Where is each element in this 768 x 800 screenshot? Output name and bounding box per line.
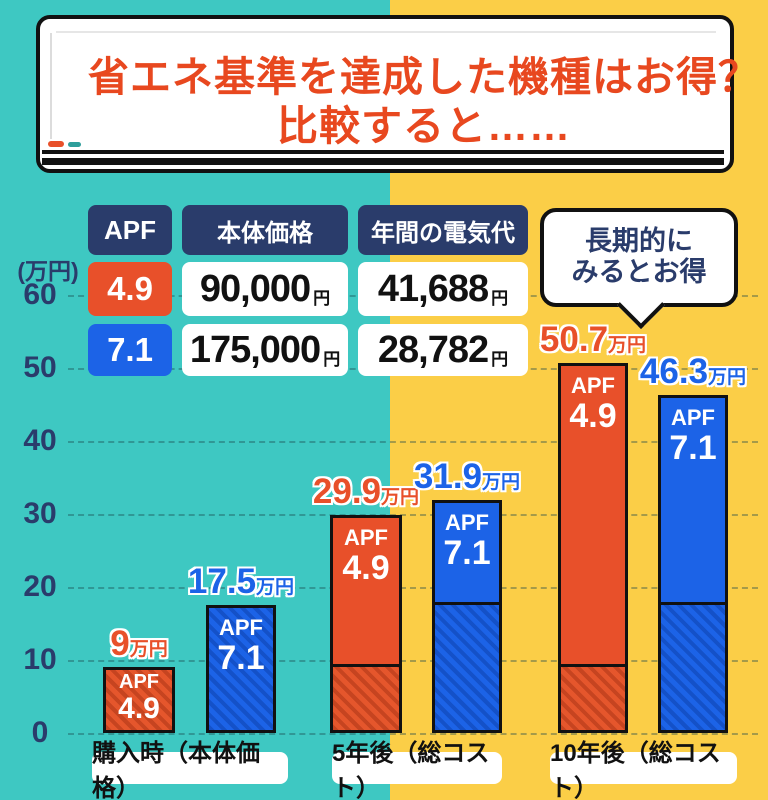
bar-apf-tag: APF 4.9 xyxy=(569,373,617,435)
electricity-unit-apf71: 円 xyxy=(491,349,509,369)
y-axis-tick-20: 20 xyxy=(23,570,57,603)
gridline-30 xyxy=(68,514,758,516)
bar-purchase-apf49: APF 4.9 xyxy=(103,667,175,733)
x-axis-label-10yr: 10年後（総コスト） xyxy=(550,740,737,800)
page-title-line2: 比較すると…… xyxy=(277,103,571,149)
price-unit-apf49: 円 xyxy=(313,288,331,308)
gridline-0 xyxy=(68,733,758,735)
bar-base-price-segment xyxy=(661,602,725,730)
electricity-cell-apf49: 41,688 円 xyxy=(358,262,528,316)
bar-10yr-apf49: APF 4.9 xyxy=(558,363,628,733)
bar-value-label-10yr-apf49: 50.7万円 xyxy=(539,320,647,359)
x-axis-label-5yr: 5年後（総コスト） xyxy=(332,740,502,800)
price-value-apf49: 90,000 xyxy=(199,267,311,310)
bar-base-price-segment xyxy=(333,664,399,730)
page-title: 省エネ基準を達成した機種はお得？ 比較すると…… xyxy=(86,53,762,151)
bar-value-label-5yr-apf49: 29.9万円 xyxy=(312,472,420,511)
electricity-value-apf71: 28,782 xyxy=(377,328,489,371)
y-axis-tick-50: 50 xyxy=(23,351,57,384)
bar-apf-tag: APF 7.1 xyxy=(217,615,265,677)
bar-apf-tag: APF 4.9 xyxy=(118,671,160,725)
table-header-apf: APF xyxy=(88,205,172,255)
bar-base-price-segment xyxy=(435,602,499,730)
table-header-price: 本体価格 xyxy=(182,205,348,255)
bar-value-label-5yr-apf71: 31.9万円 xyxy=(413,457,521,496)
electricity-value-apf49: 41,688 xyxy=(377,267,489,310)
gridline-10 xyxy=(68,660,758,662)
price-value-apf71: 175,000 xyxy=(189,328,321,371)
y-axis-tick-10: 10 xyxy=(23,643,57,676)
bar-apf-tag: APF 4.9 xyxy=(342,525,390,587)
banner-rule-thin xyxy=(42,150,724,154)
bar-apf-tag: APF 7.1 xyxy=(669,405,717,467)
y-axis-tick-30: 30 xyxy=(23,497,57,530)
y-axis-unit: (万円) xyxy=(17,258,79,284)
speech-bubble-line1: 長期的に xyxy=(585,226,693,256)
title-banner: 省エネ基準を達成した機種はお得？ 比較すると…… xyxy=(36,15,759,173)
y-axis-tick-60: 60 xyxy=(23,278,57,311)
y-axis-tick-40: 40 xyxy=(23,424,57,457)
gridline-40 xyxy=(68,441,758,443)
decor-dash-orange xyxy=(48,141,64,147)
bar-5yr-apf49: APF 4.9 xyxy=(330,515,402,733)
bar-purchase-apf71: APF 7.1 xyxy=(206,605,276,733)
bar-value-label-purchase-apf49: 9万円 xyxy=(110,624,168,663)
bar-10yr-apf71: APF 7.1 xyxy=(658,395,728,733)
price-unit-apf71: 円 xyxy=(323,349,341,369)
table-header-electricity: 年間の電気代 xyxy=(358,205,528,255)
bar-base-price-segment xyxy=(561,664,625,730)
price-cell-apf49: 90,000 円 xyxy=(182,262,348,316)
banner-inner-line-top xyxy=(56,31,716,33)
electricity-cell-apf71: 28,782 円 xyxy=(358,324,528,376)
y-axis-tick-0: 0 xyxy=(31,716,49,749)
banner-inner-line-left xyxy=(50,33,52,139)
banner-rule-thick xyxy=(42,158,724,165)
price-cell-apf71: 175,000 円 xyxy=(182,324,348,376)
apf-chip-71: 7.1 xyxy=(88,324,172,376)
electricity-unit-apf49: 円 xyxy=(491,288,509,308)
x-axis-label-purchase: 購入時（本体価格） xyxy=(92,740,288,800)
bar-5yr-apf71: APF 7.1 xyxy=(432,500,502,733)
bar-apf-tag: APF 7.1 xyxy=(443,510,491,572)
apf-chip-49: 4.9 xyxy=(88,262,172,316)
gridline-20 xyxy=(68,587,758,589)
bar-value-label-10yr-apf71: 46.3万円 xyxy=(639,352,747,391)
page-title-line1: 省エネ基準を達成した機種はお得？ xyxy=(88,54,760,100)
decor-dash-teal xyxy=(68,142,81,147)
bar-value-label-purchase-apf71: 17.5万円 xyxy=(187,562,295,601)
